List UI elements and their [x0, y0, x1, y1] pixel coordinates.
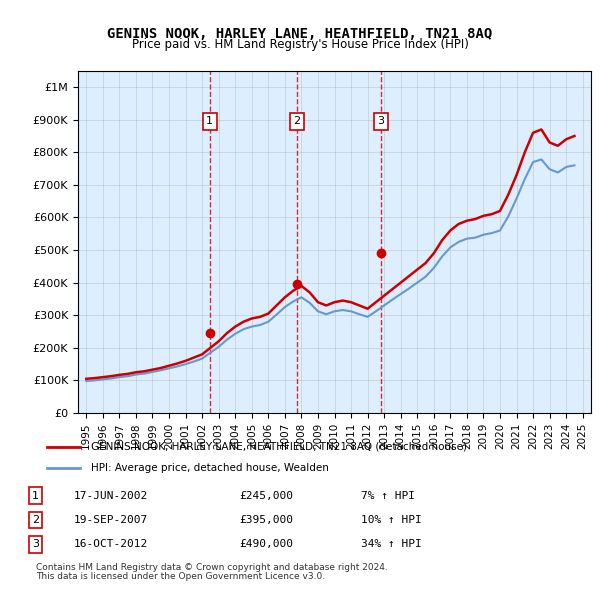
Text: GENINS NOOK, HARLEY LANE, HEATHFIELD, TN21 8AQ (detached house): GENINS NOOK, HARLEY LANE, HEATHFIELD, TN… — [91, 442, 467, 452]
Text: 2: 2 — [32, 515, 39, 525]
Text: 1: 1 — [32, 491, 39, 500]
Text: 3: 3 — [32, 539, 39, 549]
Text: 1: 1 — [206, 116, 213, 126]
Text: £490,000: £490,000 — [240, 539, 294, 549]
Text: 16-OCT-2012: 16-OCT-2012 — [74, 539, 148, 549]
Text: 7% ↑ HPI: 7% ↑ HPI — [361, 491, 415, 500]
Text: 3: 3 — [377, 116, 384, 126]
Text: This data is licensed under the Open Government Licence v3.0.: This data is licensed under the Open Gov… — [36, 572, 325, 581]
Text: 10% ↑ HPI: 10% ↑ HPI — [361, 515, 422, 525]
Text: 2: 2 — [293, 116, 301, 126]
Text: Price paid vs. HM Land Registry's House Price Index (HPI): Price paid vs. HM Land Registry's House … — [131, 38, 469, 51]
Text: £245,000: £245,000 — [240, 491, 294, 500]
Text: 34% ↑ HPI: 34% ↑ HPI — [361, 539, 422, 549]
Text: £395,000: £395,000 — [240, 515, 294, 525]
Text: 19-SEP-2007: 19-SEP-2007 — [74, 515, 148, 525]
Text: GENINS NOOK, HARLEY LANE, HEATHFIELD, TN21 8AQ: GENINS NOOK, HARLEY LANE, HEATHFIELD, TN… — [107, 27, 493, 41]
Text: HPI: Average price, detached house, Wealden: HPI: Average price, detached house, Weal… — [91, 463, 329, 473]
Text: 17-JUN-2002: 17-JUN-2002 — [74, 491, 148, 500]
Text: Contains HM Land Registry data © Crown copyright and database right 2024.: Contains HM Land Registry data © Crown c… — [36, 563, 388, 572]
